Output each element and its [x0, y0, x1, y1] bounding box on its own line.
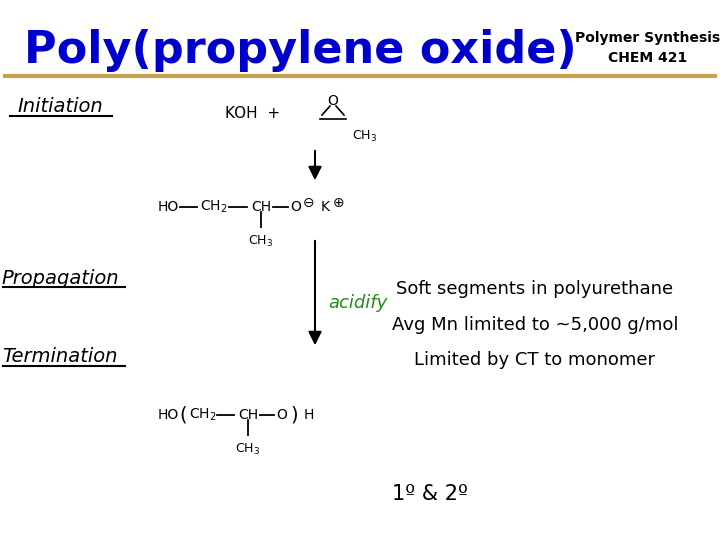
- Text: O: O: [276, 408, 287, 422]
- Text: Polymer Synthesis
CHEM 421: Polymer Synthesis CHEM 421: [575, 31, 720, 65]
- Text: CH: CH: [238, 408, 258, 422]
- Text: ⊕: ⊕: [333, 196, 345, 210]
- Text: (: (: [179, 406, 186, 424]
- Text: CH$_2$: CH$_2$: [189, 407, 217, 423]
- Text: KOH  +: KOH +: [225, 105, 281, 120]
- Text: CH$_3$: CH$_3$: [352, 129, 377, 144]
- Text: CH$_3$: CH$_3$: [248, 234, 274, 249]
- Text: ⊖: ⊖: [303, 196, 315, 210]
- Text: Termination: Termination: [2, 348, 118, 367]
- Text: 1º & 2º: 1º & 2º: [392, 484, 468, 504]
- Text: Initiation: Initiation: [17, 98, 103, 117]
- Text: CH: CH: [251, 200, 271, 214]
- Text: HO: HO: [158, 408, 179, 422]
- Text: ): ): [290, 406, 298, 424]
- Text: O: O: [291, 200, 302, 214]
- Text: HO: HO: [158, 200, 179, 214]
- Text: H: H: [304, 408, 314, 422]
- Text: O: O: [328, 94, 338, 108]
- Text: CH$_2$: CH$_2$: [200, 199, 228, 215]
- Text: Propagation: Propagation: [1, 268, 119, 287]
- Text: CH$_3$: CH$_3$: [235, 442, 261, 457]
- Text: Avg Mn limited to ~5,000 g/mol: Avg Mn limited to ~5,000 g/mol: [392, 316, 678, 334]
- Text: Limited by CT to monomer: Limited by CT to monomer: [415, 351, 655, 369]
- Text: Soft segments in polyurethane: Soft segments in polyurethane: [397, 280, 674, 298]
- Text: Poly(propylene oxide): Poly(propylene oxide): [24, 29, 577, 71]
- Text: K: K: [320, 200, 330, 214]
- Text: acidify: acidify: [328, 294, 387, 312]
